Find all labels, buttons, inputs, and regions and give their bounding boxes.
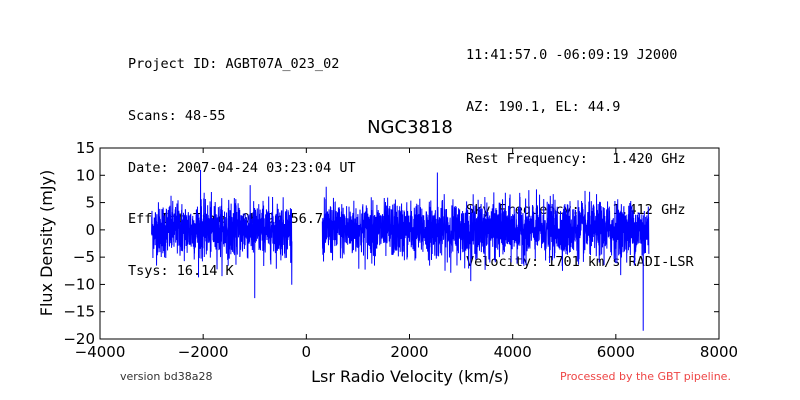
rest-frequency: Rest Frequency: 1.420 GHz xyxy=(466,150,686,167)
y-tick-label: 10 xyxy=(76,166,95,184)
y-axis-label: Flux Density (mJy) xyxy=(37,170,56,317)
x-tick-label: −2000 xyxy=(178,343,229,361)
series-layer xyxy=(151,169,650,331)
pipeline-credit: Processed by the GBT pipeline. xyxy=(560,370,731,383)
y-tick-label: 15 xyxy=(76,139,95,157)
y-tick-label: −10 xyxy=(63,275,95,293)
y-tick-label: −15 xyxy=(63,303,95,321)
velocity: Velocity: 1701 km/s RADI-LSR xyxy=(466,253,694,270)
ticks-layer: −4000 −2000 0 2000 4000 6000 8000 −20 −15 −10 −5 0 5… xyxy=(63,139,738,361)
scans: Scans: 48-55 xyxy=(128,108,226,124)
x-tick-label: 4000 xyxy=(494,343,532,361)
x-tick-label: 0 xyxy=(302,343,312,361)
x-tick-label: 6000 xyxy=(597,343,635,361)
x-tick-label: −4000 xyxy=(75,343,126,361)
az-el: AZ: 190.1, EL: 44.9 xyxy=(466,99,621,115)
y-tick-label: 0 xyxy=(85,221,95,239)
obs-date: Date: 2007-04-24 03:23:04 UT xyxy=(128,159,356,176)
y-tick-label: −20 xyxy=(63,330,95,348)
spectrum-line xyxy=(151,169,293,299)
version-label: version bd38a28 xyxy=(120,370,213,383)
x-tick-label: 2000 xyxy=(390,343,428,361)
y-tick-label: 5 xyxy=(85,194,95,212)
tsys: Tsys: 16.14 K xyxy=(128,262,234,279)
x-axis-label: Lsr Radio Velocity (km/s) xyxy=(311,367,509,386)
header-right-info: 11:41:57.0 -06:09:19 J2000 AZ: 190.1, EL… xyxy=(466,13,694,288)
y-tick-label: −5 xyxy=(73,248,95,266)
project-id: Project ID: AGBT07A_023_02 xyxy=(128,56,340,73)
chart-title: NGC3818 xyxy=(367,117,453,138)
x-tick-label: 8000 xyxy=(700,343,738,361)
coordinates: 11:41:57.0 -06:09:19 J2000 xyxy=(466,47,678,64)
spectrum-line xyxy=(321,172,650,331)
